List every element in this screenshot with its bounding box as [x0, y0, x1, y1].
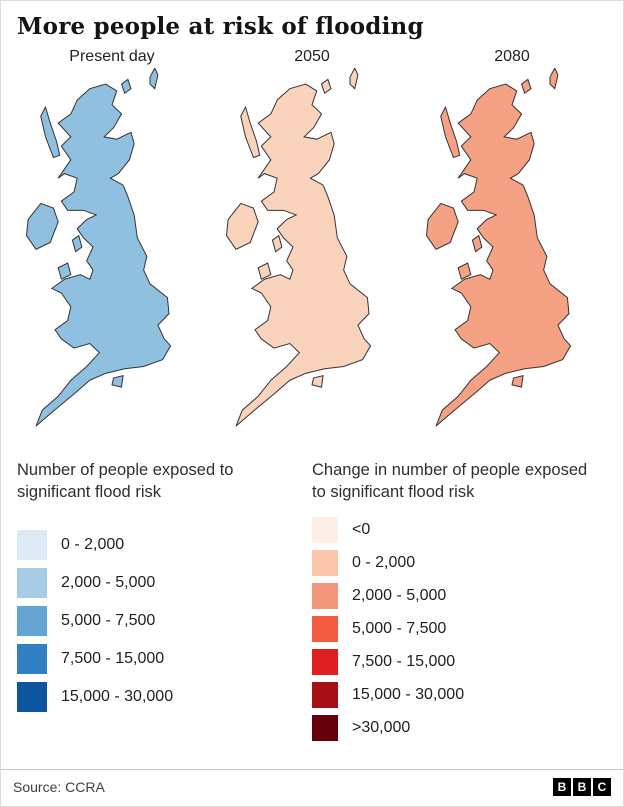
legend-swatch: [17, 681, 47, 712]
legend-item: >30,000: [312, 714, 607, 741]
legend-left-items: 0 - 2,000 2,000 - 5,000 5,000 - 7,500 7,500…: [17, 529, 312, 712]
legend-swatch: [312, 648, 338, 675]
legend-item-label: 0 - 2,000: [61, 535, 125, 553]
page-title: More people at risk of flooding: [17, 13, 424, 40]
legend-item-label: 0 - 2,000: [352, 553, 416, 571]
legend-item-label: 7,500 - 15,000: [61, 649, 165, 667]
legend-item-label: >30,000: [352, 718, 411, 736]
legend-swatch: [312, 516, 338, 543]
legend-swatch: [17, 529, 47, 560]
uk-landmass: [226, 68, 371, 427]
legend-people-exposed: Number of people exposed to significant …: [17, 460, 312, 741]
bbc-logo-block: B: [553, 778, 571, 796]
legend-item-label: 7,500 - 15,000: [352, 652, 456, 670]
map-label-2050: 2050: [294, 48, 330, 65]
map-panel-2080: 2080: [415, 44, 609, 448]
legend-item-label: 5,000 - 7,500: [61, 611, 156, 629]
legend-title-people-exposed: Number of people exposed to significant …: [17, 461, 234, 501]
map-panel-2050: 2050: [215, 44, 409, 448]
legend-item: <0: [312, 516, 607, 543]
legend-item: 2,000 - 5,000: [17, 567, 312, 598]
legend-item-label: <0: [352, 520, 371, 538]
legend-right-items: <0 0 - 2,000 2,000 - 5,000 5,000 - 7,500 7,5…: [312, 516, 607, 741]
legend-swatch: [312, 681, 338, 708]
bbc-logo-block: C: [593, 778, 611, 796]
map-label-2080: 2080: [494, 48, 530, 65]
legend-swatch: [312, 549, 338, 576]
legend-swatch: [17, 643, 47, 674]
legend-item: 0 - 2,000: [312, 549, 607, 576]
legend-swatch: [17, 605, 47, 636]
uk-choropleth-map-2050: [225, 68, 372, 428]
source-label: Source: CCRA: [13, 779, 105, 795]
uk-landmass: [426, 68, 571, 427]
legend-item: 15,000 - 30,000: [17, 681, 312, 712]
uk-choropleth-map-2080: [425, 68, 572, 428]
legend-swatch: [17, 567, 47, 598]
legend-item: 7,500 - 15,000: [17, 643, 312, 674]
legend-item-label: 5,000 - 7,500: [352, 619, 447, 637]
legend-item: 2,000 - 5,000: [312, 582, 607, 609]
legend-swatch: [312, 582, 338, 609]
legend-item: 0 - 2,000: [17, 529, 312, 560]
bbc-logo-block: B: [573, 778, 591, 796]
maps-row: Present day 2050 2080: [1, 44, 623, 448]
legend-item: 7,500 - 15,000: [312, 648, 607, 675]
legend-swatch: [312, 615, 338, 642]
legend-change-people-exposed: Change in number of people exposed to si…: [312, 460, 607, 741]
map-label-present-day: Present day: [69, 48, 155, 65]
legend-swatch: [312, 714, 338, 741]
legend-item-label: 15,000 - 30,000: [352, 685, 465, 703]
legend-item-label: 15,000 - 30,000: [61, 687, 174, 705]
map-panel-present-day: Present day: [15, 44, 209, 448]
uk-choropleth-map-present-day: [25, 68, 172, 428]
uk-landmass: [26, 68, 171, 427]
legend-item: 15,000 - 30,000: [312, 681, 607, 708]
legend-item-label: 2,000 - 5,000: [61, 573, 156, 591]
legend-title-change-people-exposed: Change in number of people exposed to si…: [312, 461, 588, 501]
legend-item: 5,000 - 7,500: [17, 605, 312, 636]
legend-item-label: 2,000 - 5,000: [352, 586, 447, 604]
legend-item: 5,000 - 7,500: [312, 615, 607, 642]
legends-row: Number of people exposed to significant …: [1, 448, 623, 741]
